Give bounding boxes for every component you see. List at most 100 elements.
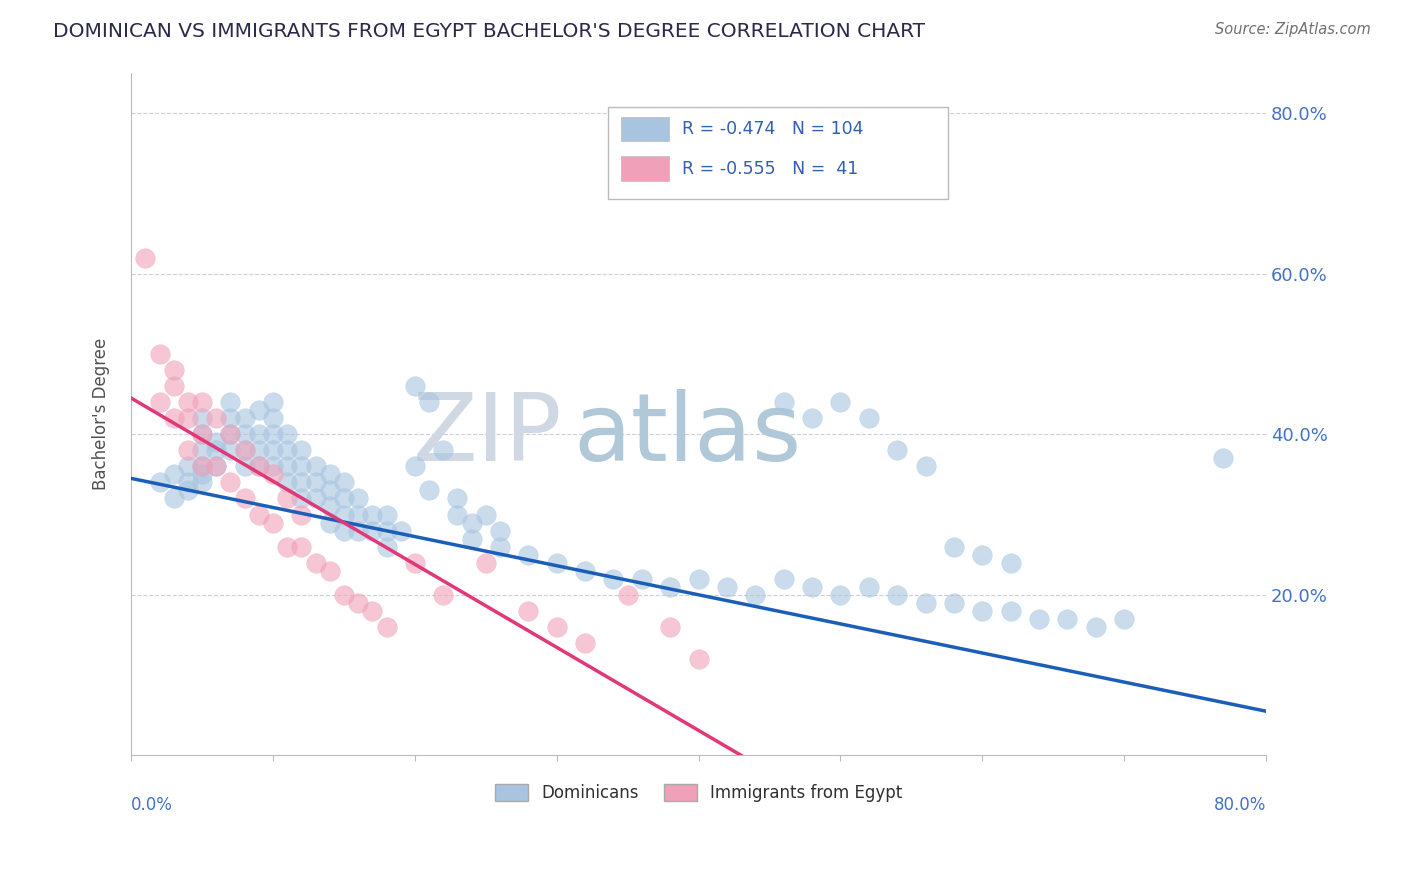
Point — [177, 475, 200, 490]
Point — [460, 532, 482, 546]
Point — [247, 403, 270, 417]
Point — [191, 459, 214, 474]
Point — [688, 572, 710, 586]
Point — [914, 596, 936, 610]
FancyBboxPatch shape — [621, 156, 669, 181]
Point — [389, 524, 412, 538]
Point — [163, 379, 186, 393]
Text: atlas: atlas — [574, 389, 801, 481]
Point — [148, 395, 170, 409]
Point — [475, 508, 498, 522]
Text: R = -0.555   N =  41: R = -0.555 N = 41 — [682, 160, 858, 178]
Point — [1028, 612, 1050, 626]
Point — [262, 395, 284, 409]
Point — [333, 508, 356, 522]
Point — [546, 620, 568, 634]
Point — [290, 443, 312, 458]
Point — [247, 459, 270, 474]
Point — [262, 443, 284, 458]
Point — [460, 516, 482, 530]
Point — [333, 524, 356, 538]
Point — [830, 588, 852, 602]
Point — [247, 508, 270, 522]
Text: R = -0.474   N = 104: R = -0.474 N = 104 — [682, 120, 863, 138]
Point — [262, 516, 284, 530]
Point — [319, 516, 342, 530]
Point — [262, 467, 284, 482]
Point — [375, 620, 398, 634]
Point — [219, 427, 242, 442]
Point — [163, 491, 186, 506]
Point — [205, 459, 228, 474]
Point — [233, 459, 256, 474]
Text: DOMINICAN VS IMMIGRANTS FROM EGYPT BACHELOR'S DEGREE CORRELATION CHART: DOMINICAN VS IMMIGRANTS FROM EGYPT BACHE… — [53, 22, 925, 41]
Point — [616, 588, 638, 602]
Point — [191, 411, 214, 425]
Point — [247, 427, 270, 442]
Text: Source: ZipAtlas.com: Source: ZipAtlas.com — [1215, 22, 1371, 37]
Point — [219, 411, 242, 425]
Point — [276, 475, 298, 490]
Point — [858, 580, 880, 594]
Point — [1084, 620, 1107, 634]
Point — [262, 427, 284, 442]
Point — [361, 508, 384, 522]
Point — [276, 491, 298, 506]
Point — [219, 427, 242, 442]
Point — [177, 459, 200, 474]
Point — [744, 588, 766, 602]
Point — [191, 467, 214, 482]
Point — [475, 556, 498, 570]
Point — [233, 443, 256, 458]
Text: 80.0%: 80.0% — [1213, 797, 1265, 814]
Text: 0.0%: 0.0% — [131, 797, 173, 814]
Point — [276, 443, 298, 458]
Point — [333, 491, 356, 506]
Point — [942, 596, 965, 610]
Point — [446, 508, 468, 522]
Point — [942, 540, 965, 554]
Point — [404, 379, 426, 393]
Point — [134, 251, 156, 265]
Point — [319, 564, 342, 578]
Point — [163, 467, 186, 482]
Point — [830, 395, 852, 409]
Point — [375, 540, 398, 554]
Point — [801, 580, 824, 594]
Point — [205, 443, 228, 458]
Y-axis label: Bachelor's Degree: Bachelor's Degree — [93, 338, 110, 491]
Point — [858, 411, 880, 425]
Point — [333, 588, 356, 602]
Point — [418, 395, 440, 409]
Point — [163, 363, 186, 377]
Point — [489, 540, 512, 554]
Point — [418, 483, 440, 498]
Point — [886, 588, 908, 602]
Point — [1056, 612, 1078, 626]
Point — [219, 395, 242, 409]
Point — [262, 411, 284, 425]
Point — [347, 596, 370, 610]
Point — [304, 556, 326, 570]
Point — [1000, 556, 1022, 570]
Point — [574, 564, 596, 578]
Point — [219, 443, 242, 458]
Point — [772, 395, 794, 409]
Point — [262, 459, 284, 474]
Point — [191, 427, 214, 442]
Point — [191, 443, 214, 458]
Point — [276, 540, 298, 554]
Point — [659, 620, 682, 634]
Point — [772, 572, 794, 586]
Point — [574, 636, 596, 650]
Point — [233, 411, 256, 425]
Point — [489, 524, 512, 538]
Point — [886, 443, 908, 458]
Point — [290, 491, 312, 506]
Point — [319, 500, 342, 514]
Point — [716, 580, 738, 594]
Point — [304, 459, 326, 474]
Point — [688, 652, 710, 666]
Point — [177, 395, 200, 409]
Point — [304, 475, 326, 490]
